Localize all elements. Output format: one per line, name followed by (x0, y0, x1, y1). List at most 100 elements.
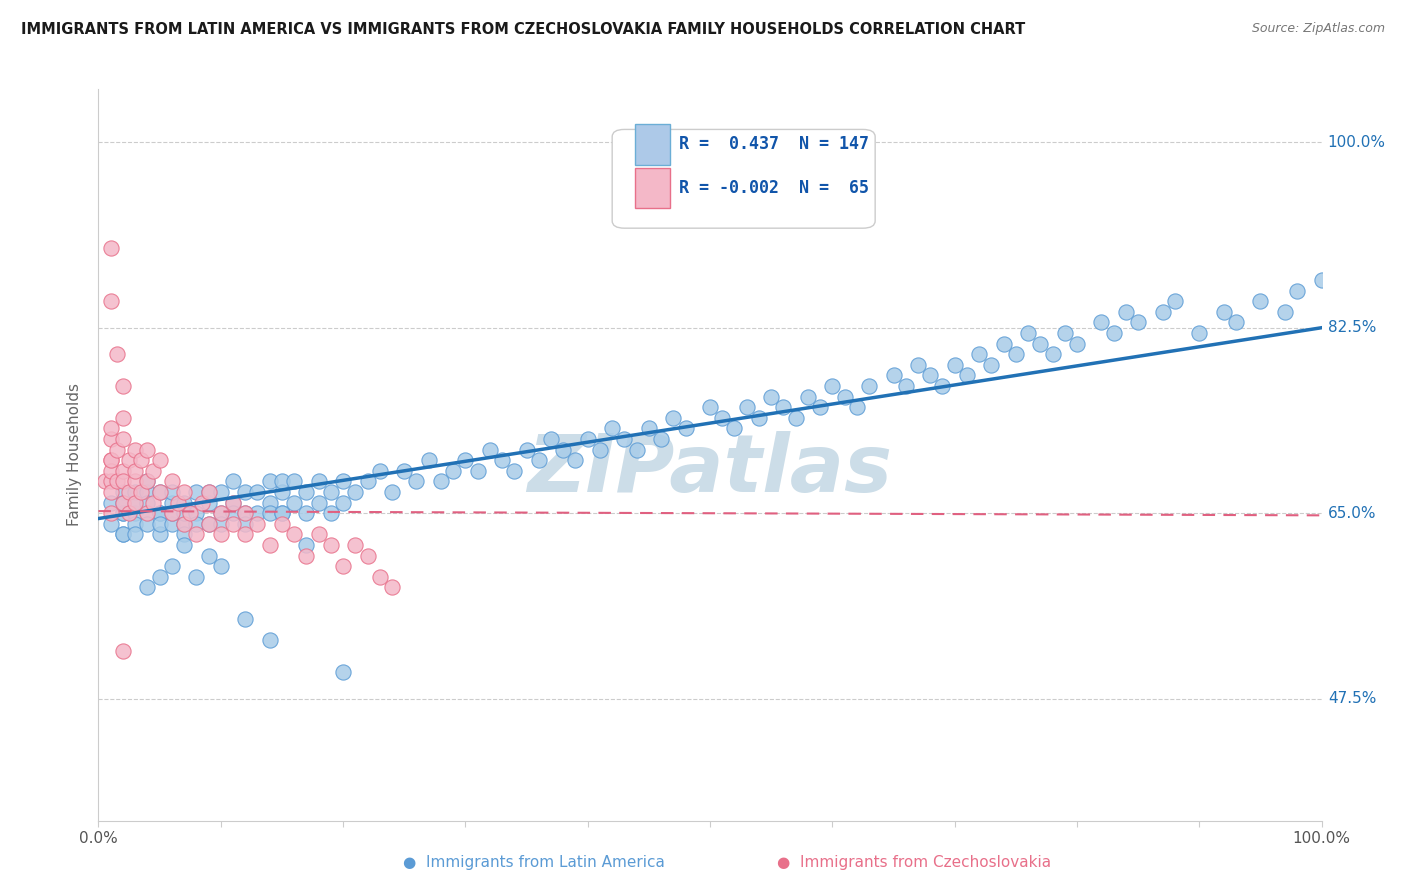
Point (209, 559, 232, 574)
Point (111, 506, 134, 520)
Point (270, 506, 294, 520)
Point (259, 475, 281, 489)
Point (100, 241, 122, 255)
Point (381, 581, 404, 595)
Point (430, 475, 453, 489)
Point (1212, 305, 1234, 319)
Point (956, 368, 979, 383)
Point (785, 410, 807, 425)
Point (111, 495, 134, 509)
Point (105, 347, 128, 361)
Point (160, 506, 183, 520)
Point (478, 442, 501, 457)
Point (209, 506, 232, 520)
Point (308, 527, 330, 541)
Point (111, 475, 134, 489)
Text: R = -0.002  N =  65: R = -0.002 N = 65 (679, 179, 869, 197)
Point (564, 453, 586, 467)
Point (149, 506, 172, 520)
Point (111, 432, 134, 446)
Point (173, 495, 195, 509)
Point (332, 559, 354, 574)
Point (491, 453, 513, 467)
Point (197, 516, 219, 531)
Point (540, 432, 562, 446)
Point (295, 538, 318, 552)
Point (1128, 315, 1150, 329)
Point (711, 410, 734, 425)
Point (1029, 336, 1052, 351)
Text: 100.0%: 100.0% (1327, 135, 1386, 150)
Point (173, 485, 195, 500)
Point (149, 527, 172, 541)
Point (1188, 326, 1211, 340)
Point (748, 410, 770, 425)
Point (197, 485, 219, 500)
Point (613, 432, 636, 446)
Point (111, 527, 134, 541)
Point (118, 485, 141, 500)
Point (209, 516, 232, 531)
Y-axis label: Family Households: Family Households (67, 384, 83, 526)
Bar (636, 124, 669, 164)
Point (186, 485, 208, 500)
Point (931, 379, 953, 393)
Point (160, 559, 183, 574)
Point (233, 612, 256, 626)
Point (344, 538, 367, 552)
Point (1249, 294, 1271, 309)
Point (576, 432, 599, 446)
Point (100, 432, 122, 446)
Point (1042, 347, 1064, 361)
Point (467, 464, 489, 478)
Point (1164, 294, 1187, 309)
Point (100, 421, 122, 435)
Point (308, 475, 330, 489)
Point (124, 495, 146, 509)
Point (136, 485, 159, 500)
Point (553, 442, 575, 457)
Point (675, 421, 697, 435)
Point (368, 570, 391, 584)
Point (920, 368, 942, 383)
Point (124, 475, 146, 489)
Point (295, 485, 318, 500)
Point (160, 485, 183, 500)
Point (167, 495, 190, 509)
Point (381, 485, 404, 500)
Point (186, 527, 208, 541)
Point (527, 453, 550, 467)
Point (160, 495, 183, 509)
Point (1017, 326, 1039, 340)
Point (441, 464, 464, 478)
Text: R =  0.437  N = 147: R = 0.437 N = 147 (679, 135, 869, 153)
Point (124, 527, 146, 541)
Point (392, 464, 416, 478)
Point (1152, 305, 1174, 319)
Point (100, 506, 122, 520)
Point (589, 442, 612, 457)
Point (111, 506, 134, 520)
Point (344, 485, 367, 500)
Point (111, 485, 134, 500)
Point (1115, 305, 1137, 319)
Bar (636, 169, 669, 209)
Text: 47.5%: 47.5% (1327, 691, 1376, 706)
Point (980, 358, 1002, 372)
Point (356, 475, 378, 489)
Point (100, 453, 122, 467)
Point (149, 506, 172, 520)
Point (295, 506, 318, 520)
Point (894, 379, 917, 393)
Point (118, 453, 141, 467)
Point (136, 495, 159, 509)
Point (650, 432, 672, 446)
Point (246, 506, 269, 520)
Point (626, 442, 648, 457)
Point (100, 464, 122, 478)
Text: ●  Immigrants from Czechoslovakia: ● Immigrants from Czechoslovakia (778, 855, 1050, 870)
Point (1310, 273, 1333, 287)
Point (129, 453, 152, 467)
Point (233, 506, 256, 520)
Point (149, 485, 172, 500)
